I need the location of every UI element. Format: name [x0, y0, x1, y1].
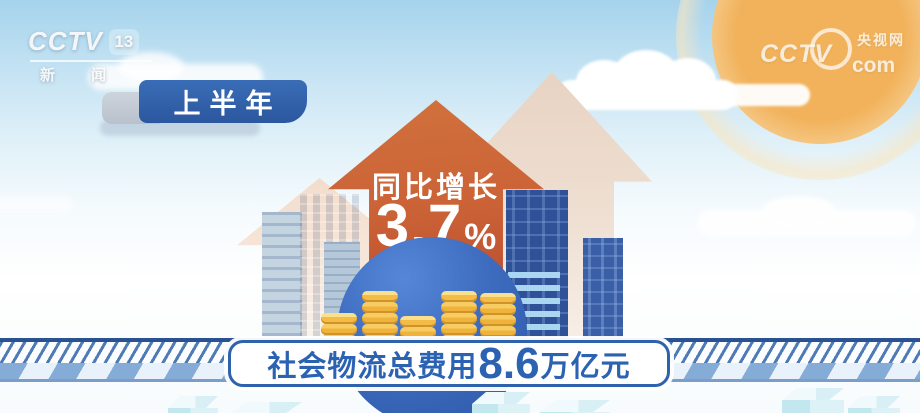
growth-label: 同比增长	[371, 172, 500, 204]
cctv13-underline	[30, 60, 152, 62]
total-cost-value: 8.6	[478, 338, 540, 388]
cctvcom-watermark: CCTV 央视网 com	[760, 28, 916, 88]
cloud	[0, 196, 72, 212]
building-navy-2	[583, 238, 623, 346]
cctv13-brand-text: CCTV	[28, 26, 103, 56]
period-label: 上半年	[173, 89, 282, 119]
package-box	[782, 388, 844, 413]
building-light-1	[262, 212, 302, 346]
cctvcom-circle-icon	[810, 28, 852, 70]
package-box	[540, 400, 610, 413]
package-box	[230, 402, 302, 413]
total-cost-label: 社会物流总费用	[267, 350, 478, 383]
package-box	[472, 392, 530, 413]
cloud	[700, 84, 810, 106]
period-tag: 上半年	[139, 80, 307, 123]
cctv13-logo: CCTV 13 新 闻	[28, 26, 164, 85]
total-cost-banner: 社会物流总费用 8.6 万亿元	[228, 340, 670, 387]
total-cost-unit: 万亿元	[540, 350, 631, 383]
cctvcom-site-name: 央视网	[857, 32, 905, 48]
period-tag-shadow	[100, 120, 260, 136]
cloud	[118, 52, 184, 82]
cctv13-subtitle: 新 闻	[40, 67, 123, 84]
cloud	[762, 196, 836, 228]
cctv13-channel-number: 13	[108, 28, 139, 55]
package-box	[168, 396, 218, 413]
cctvcom-tld-text: com	[852, 54, 896, 77]
package-box	[848, 396, 900, 413]
cctvcom-brand-text: CCTV	[760, 40, 833, 68]
